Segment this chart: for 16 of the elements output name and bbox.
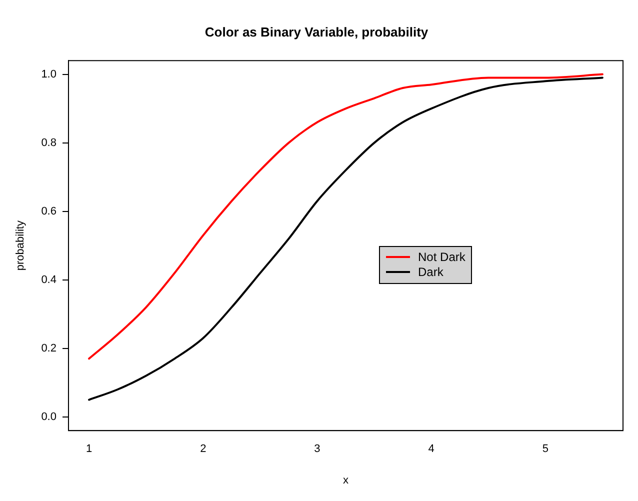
y-axis-title: probability [14, 220, 27, 271]
y-tick-label: 0.4 [41, 274, 56, 286]
y-tick-label: 0.2 [41, 342, 56, 354]
y-tick-label: 0.0 [41, 410, 56, 423]
x-tick-label: 3 [314, 443, 320, 456]
x-tick-label: 2 [200, 443, 206, 456]
x-tick-label: 5 [542, 443, 548, 456]
chart-title: Color as Binary Variable, probability [204, 24, 429, 40]
y-tick-label: 0.6 [41, 205, 56, 218]
x-tick-label: 1 [86, 443, 92, 456]
y-tick-label: 0.8 [41, 136, 56, 149]
legend-label: Not Dark [418, 250, 466, 265]
x-tick-label: 4 [428, 443, 434, 456]
x-axis-title: x [342, 474, 349, 486]
y-tick-label: 1.0 [41, 68, 56, 80]
legend-label: Dark [418, 264, 444, 280]
